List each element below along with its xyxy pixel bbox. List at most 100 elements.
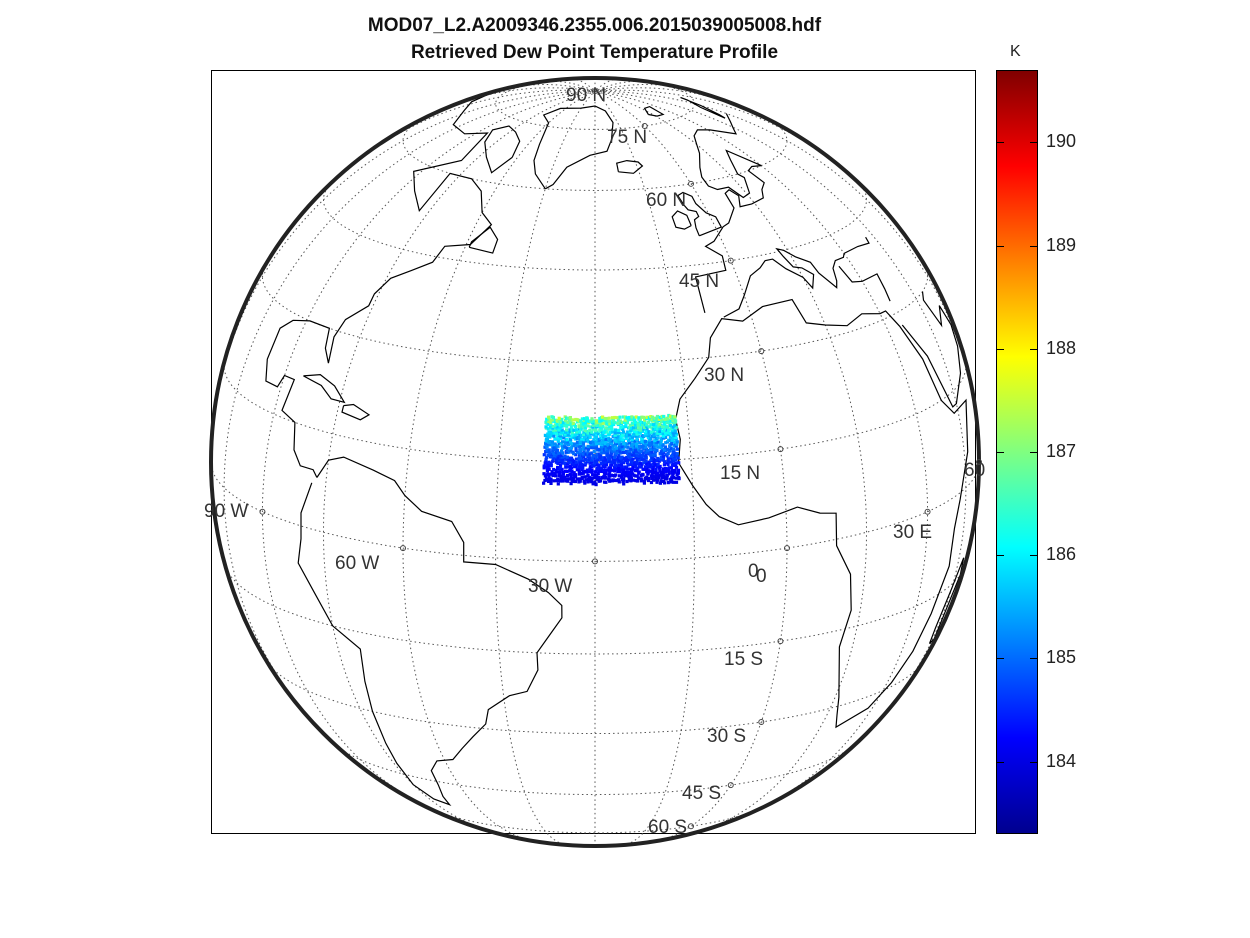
swath-pixel: [675, 442, 679, 446]
swath-pixel: [595, 473, 599, 477]
swath-pixel: [581, 425, 585, 429]
coastline-hispaniola: [341, 403, 371, 421]
swath-pixel: [556, 439, 560, 443]
swath-pixel: [608, 421, 612, 425]
swath-pixel: [630, 421, 634, 425]
swath-pixel: [547, 430, 551, 434]
swath-pixel: [641, 434, 646, 439]
swath-pixel: [574, 430, 579, 434]
swath-pixel: [637, 416, 641, 420]
swath-pixel: [613, 469, 617, 473]
swath-pixel: [581, 442, 585, 446]
meridian-line: [495, 90, 596, 846]
swath-pixel: [585, 470, 589, 474]
lon-label-30w: 30 W: [528, 576, 572, 597]
swath-pixel: [568, 428, 572, 432]
swath-pixel: [569, 421, 573, 425]
swath-pixel: [619, 431, 624, 436]
swath-pixel: [640, 429, 644, 433]
swath-pixel: [607, 472, 611, 476]
swath-pixel: [607, 419, 611, 423]
swath-pixel: [656, 462, 660, 467]
swath-pixel: [584, 423, 588, 427]
swath-pixel: [577, 444, 581, 448]
swath-pixel: [592, 464, 596, 468]
swath-pixel: [625, 466, 629, 470]
swath-pixel: [631, 472, 635, 476]
lon-label-90w: 90 W: [204, 501, 248, 522]
swath-pixel: [654, 440, 658, 444]
swath-pixel: [547, 448, 551, 452]
swath-pixel: [608, 459, 612, 463]
lat-label-60n: 60 N: [646, 190, 686, 211]
swath-pixel: [671, 419, 675, 423]
swath-pixel: [657, 445, 661, 449]
swath-pixel: [659, 441, 663, 445]
swath-pixel: [654, 424, 658, 428]
swath-pixel: [667, 470, 671, 474]
swath-pixel: [559, 434, 563, 438]
swath-pixel: [606, 468, 610, 472]
swath-pixel: [599, 466, 603, 470]
swath-pixel: [582, 445, 586, 449]
swath-pixel: [559, 437, 563, 441]
swath-pixel: [557, 416, 561, 420]
swath-pixel: [640, 453, 644, 457]
coastline-ireland: [671, 210, 692, 230]
swath-pixel: [557, 453, 561, 457]
swath-pixel: [644, 429, 648, 434]
swath-pixel: [645, 415, 649, 419]
swath-pixel: [570, 442, 574, 446]
swath-pixel: [573, 479, 577, 484]
swath-pixel: [635, 442, 639, 446]
swath-pixel: [602, 463, 606, 467]
swath-pixel: [547, 460, 551, 464]
swath-pixel: [617, 466, 621, 470]
coastline-newfoundland: [468, 226, 499, 254]
swath-pixel: [633, 420, 638, 424]
swath-pixel: [557, 428, 561, 432]
swath-pixel: [651, 434, 655, 438]
swath-pixel: [582, 450, 586, 454]
swath-pixel: [654, 419, 658, 423]
swath-pixel: [578, 462, 582, 466]
swath-pixel: [590, 476, 594, 480]
swath-pixel: [626, 445, 630, 449]
swath-pixel: [631, 465, 635, 469]
swath-pixel: [652, 423, 656, 427]
swath-pixel: [640, 437, 645, 441]
swath-pixel: [547, 479, 551, 483]
swath-pixel: [581, 440, 586, 444]
swath-pixel: [641, 443, 645, 447]
swath-pixel: [550, 440, 555, 444]
swath-pixel: [602, 448, 607, 452]
swath-pixel: [613, 438, 617, 442]
swath-pixel: [616, 455, 620, 459]
colorbar-tick-mark: [997, 452, 1004, 453]
swath-pixel: [578, 477, 582, 481]
swath-pixel: [668, 438, 672, 443]
swath-pixel: [560, 423, 564, 427]
swath-pixel: [668, 435, 672, 439]
swath-pixel: [671, 431, 675, 435]
swath-pixel: [605, 449, 609, 453]
swath-pixel: [553, 448, 557, 452]
swath-pixel: [621, 469, 626, 473]
swath-pixel: [594, 456, 598, 460]
swath-pixel: [661, 451, 666, 455]
swath-pixel: [595, 437, 600, 441]
swath-pixel: [669, 456, 673, 460]
swath-pixel: [653, 454, 657, 458]
swath-pixel: [618, 445, 622, 449]
swath-pixel: [623, 459, 627, 463]
swath-pixel: [648, 418, 652, 422]
swath-pixel: [583, 426, 587, 430]
swath-pixel: [655, 414, 660, 419]
swath-pixel: [644, 459, 648, 463]
swath-pixel: [664, 435, 668, 439]
swath-pixel: [565, 438, 569, 442]
swath-pixel: [623, 445, 627, 449]
swath-pixel: [624, 470, 628, 475]
swath-pixel: [635, 437, 639, 441]
swath-pixel: [647, 450, 651, 454]
